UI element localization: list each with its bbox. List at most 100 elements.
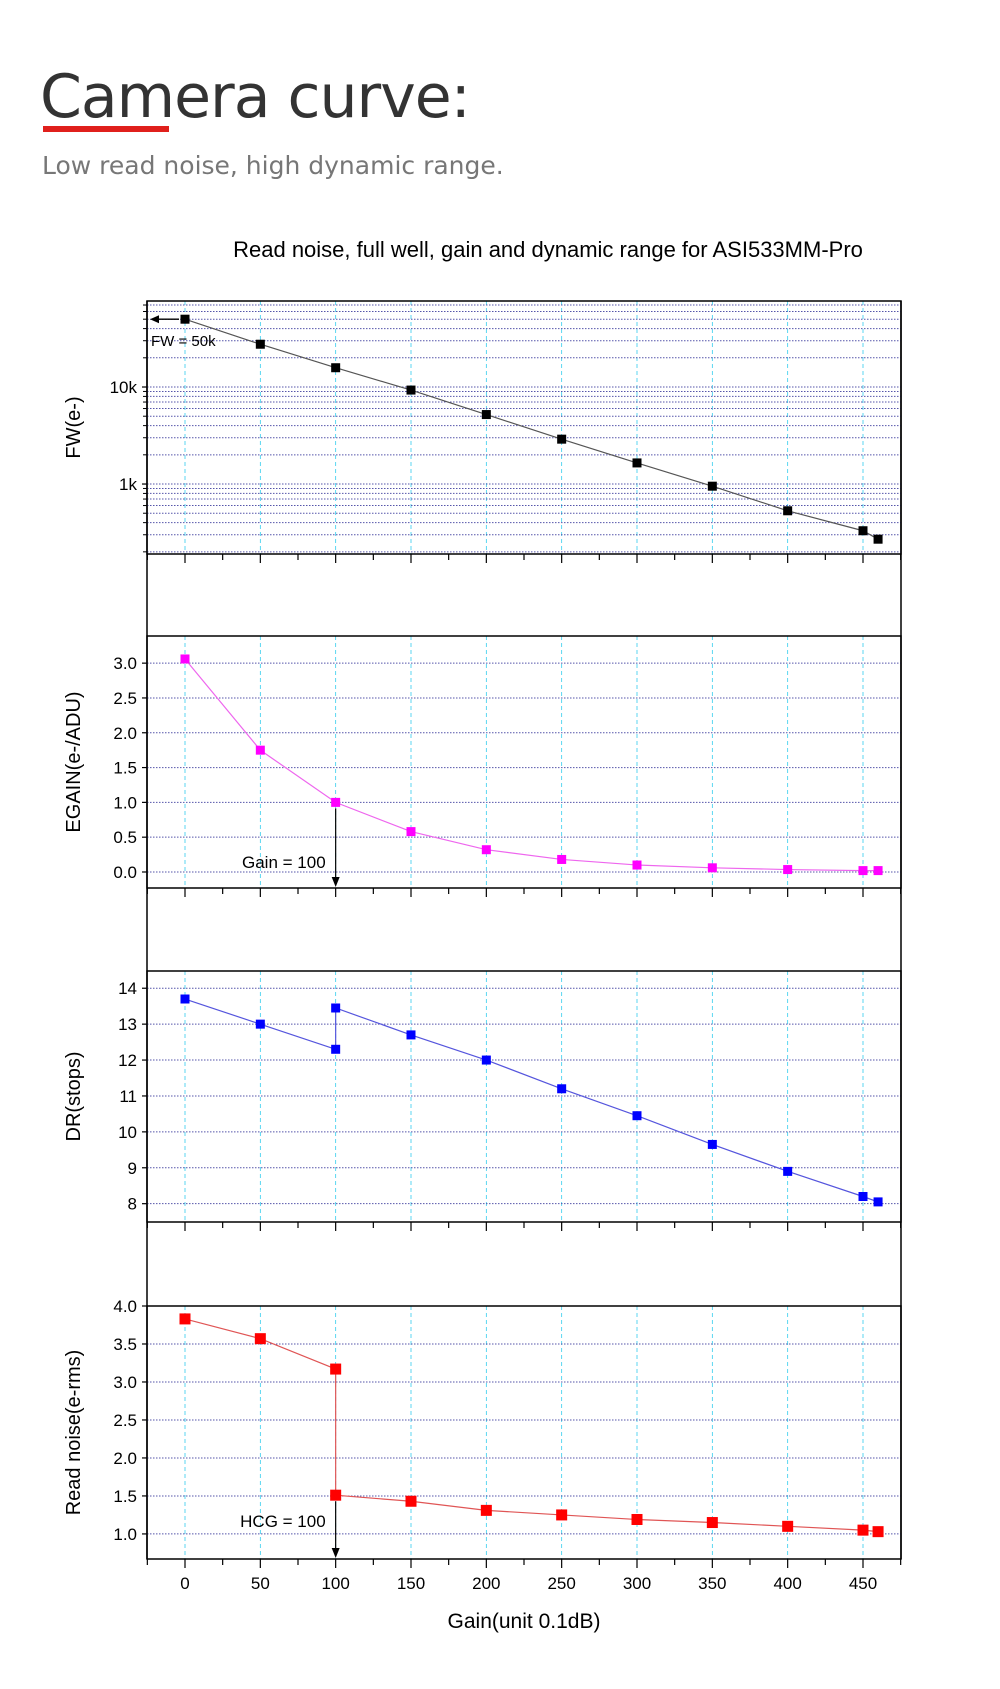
data-point xyxy=(330,1489,342,1501)
annotation-label: Gain = 100 xyxy=(242,853,326,872)
data-point xyxy=(707,1139,717,1149)
y-tick-label: 14 xyxy=(118,979,137,998)
data-point xyxy=(873,1197,883,1207)
panel-fw: 10k 1k FW(e-) FW = 50k xyxy=(63,300,902,563)
arrow-left-icon xyxy=(150,315,159,324)
data-point xyxy=(330,1363,342,1375)
data-point xyxy=(481,410,491,420)
y-tick-label: 2.0 xyxy=(113,724,137,743)
page-subtitle: Low read noise, high dynamic range. xyxy=(42,151,504,180)
data-point xyxy=(858,866,868,876)
y-tick-label: 4.0 xyxy=(113,1297,137,1316)
data-point xyxy=(255,339,265,349)
y-axis-label: EGAIN(e-/ADU) xyxy=(63,691,85,832)
y-tick-label: 0.0 xyxy=(113,863,137,882)
data-point xyxy=(331,1003,341,1013)
y-tick-label: 12 xyxy=(118,1051,137,1070)
data-point xyxy=(180,994,190,1004)
panel-dr: 14 13 12 11 10 9 8 DR(stops) xyxy=(63,970,902,1231)
panel-egain: 3.0 2.5 2.0 1.5 1.0 0.5 0.0 EGAIN(e-/ADU) Gain =… xyxy=(63,635,902,897)
y-tick-label: 1k xyxy=(119,475,137,494)
y-axis-label: FW(e-) xyxy=(63,396,85,458)
data-point xyxy=(706,1517,718,1529)
data-point xyxy=(405,1495,417,1507)
data-point xyxy=(255,745,265,755)
y-tick-label: 11 xyxy=(119,1087,137,1106)
data-point xyxy=(631,1513,643,1525)
y-tick-label: 3.5 xyxy=(113,1335,137,1354)
x-tick-label: 0 xyxy=(180,1574,189,1593)
series-line xyxy=(184,1318,879,1533)
data-point xyxy=(707,863,717,873)
y-tick-label: 1.5 xyxy=(113,1487,137,1506)
panel-read-noise: 4.0 3.5 3.0 2.5 2.0 1.5 1.0 Read noise(e-rms) HC… xyxy=(63,1297,902,1568)
data-point xyxy=(557,434,567,444)
y-tick-label: 2.5 xyxy=(113,689,137,708)
data-point xyxy=(857,1524,869,1536)
data-point xyxy=(406,385,416,395)
chart-title: Read noise, full well, gain and dynamic … xyxy=(233,237,863,262)
data-point xyxy=(858,526,868,536)
data-point xyxy=(180,314,190,324)
data-point xyxy=(873,534,883,544)
y-tick-label: 1.5 xyxy=(113,759,137,778)
annotation-label: FW = 50k xyxy=(151,333,216,350)
arrow-down-icon xyxy=(331,1548,340,1558)
data-point xyxy=(557,1084,567,1094)
data-point xyxy=(632,458,642,468)
x-tick-label: 250 xyxy=(547,1574,575,1593)
x-tick-label: 300 xyxy=(623,1574,651,1593)
data-point xyxy=(707,481,717,491)
arrow-down-icon xyxy=(331,877,340,887)
x-tick-label: 50 xyxy=(251,1574,270,1593)
data-point xyxy=(632,1111,642,1121)
data-point xyxy=(254,1333,266,1345)
data-point xyxy=(331,363,341,373)
x-tick-label: 350 xyxy=(698,1574,726,1593)
data-point xyxy=(858,1192,868,1202)
y-tick-label: 10k xyxy=(110,378,138,397)
annotation-label: HCG = 100 xyxy=(240,1512,326,1531)
data-point xyxy=(481,1055,491,1065)
data-point xyxy=(632,860,642,870)
y-tick-label: 2.0 xyxy=(113,1449,137,1468)
data-point xyxy=(873,866,883,876)
data-point xyxy=(331,797,341,807)
x-tick-label: 450 xyxy=(849,1574,877,1593)
data-point xyxy=(406,827,416,837)
y-tick-label: 13 xyxy=(118,1015,137,1034)
data-point xyxy=(255,1019,265,1029)
series-line xyxy=(184,318,879,540)
data-point xyxy=(180,654,190,664)
y-tick-label: 3.0 xyxy=(113,654,137,673)
y-tick-label: 8 xyxy=(128,1195,137,1214)
title-underline xyxy=(43,126,169,132)
x-tick-label: 200 xyxy=(472,1574,500,1593)
series-line xyxy=(184,658,879,872)
data-point xyxy=(782,1520,794,1532)
y-axis-label: Read noise(e-rms) xyxy=(63,1350,85,1516)
data-point xyxy=(783,865,793,875)
y-tick-label: 3.0 xyxy=(113,1373,137,1392)
x-tick-label: 150 xyxy=(397,1574,425,1593)
data-point xyxy=(783,506,793,516)
y-axis-label: DR(stops) xyxy=(63,1051,85,1141)
series-line xyxy=(184,998,879,1203)
y-tick-label: 0.5 xyxy=(113,828,137,847)
data-point xyxy=(872,1526,884,1538)
y-tick-label: 9 xyxy=(128,1159,137,1178)
y-tick-label: 1.0 xyxy=(113,1525,137,1544)
data-point xyxy=(480,1504,492,1516)
data-point xyxy=(557,854,567,864)
x-axis-label: Gain(unit 0.1dB) xyxy=(448,1610,601,1633)
x-tick-label: 400 xyxy=(773,1574,801,1593)
page-title: Camera curve: xyxy=(40,62,471,132)
y-tick-label: 2.5 xyxy=(113,1411,137,1430)
y-tick-label: 1.0 xyxy=(113,793,137,812)
data-point xyxy=(556,1509,568,1521)
data-point xyxy=(179,1313,191,1325)
data-point xyxy=(331,1044,341,1054)
y-tick-label: 10 xyxy=(118,1123,137,1142)
x-tick-label: 100 xyxy=(321,1574,349,1593)
